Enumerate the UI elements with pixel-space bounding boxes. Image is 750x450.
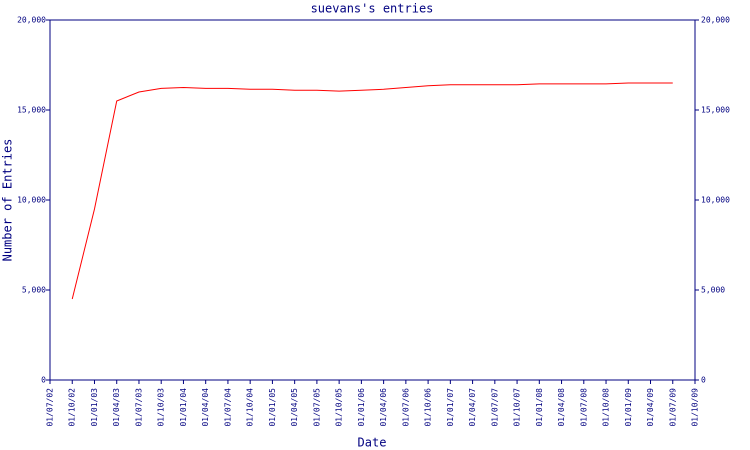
x-tick-label: 01/01/03	[90, 388, 99, 427]
x-tick-label: 01/04/03	[112, 388, 121, 427]
x-tick-label: 01/07/05	[312, 388, 321, 427]
x-tick-label: 01/07/06	[401, 388, 410, 427]
x-tick-label: 01/04/06	[379, 388, 388, 427]
y-tick-label: 15,000	[17, 106, 46, 115]
y2-tick-label: 0	[701, 376, 706, 385]
x-tick-label: 01/07/03	[134, 388, 143, 427]
x-tick-label: 01/01/04	[179, 388, 188, 427]
data-line	[71, 82, 673, 300]
y2-tick-label: 5,000	[701, 286, 725, 295]
y-tick-label: 20,000	[17, 16, 46, 25]
x-tick-label: 01/10/09	[691, 388, 700, 427]
y2-tick-label: 15,000	[701, 106, 730, 115]
y-tick-label: 5,000	[22, 286, 46, 295]
x-tick-label: 01/10/05	[335, 388, 344, 427]
x-tick-label: 01/01/08	[535, 388, 544, 427]
x-axis-label: Date	[358, 436, 387, 450]
x-tick-label: 01/10/02	[68, 388, 77, 427]
y-axis-label: Number of Entries	[1, 139, 15, 262]
x-tick-label: 01/10/06	[424, 388, 433, 427]
x-tick-label: 01/10/08	[602, 388, 611, 427]
x-tick-label: 01/01/06	[357, 388, 366, 427]
x-tick-label: 01/04/04	[201, 388, 210, 427]
x-tick-label: 01/04/07	[468, 388, 477, 427]
x-tick-label: 01/01/09	[624, 388, 633, 427]
x-tick-label: 01/07/09	[668, 388, 677, 427]
y2-tick-label: 10,000	[701, 196, 730, 205]
x-tick-label: 01/07/08	[579, 388, 588, 427]
x-tick-label: 01/07/07	[490, 388, 499, 427]
x-tick-label: 01/07/04	[223, 388, 232, 427]
x-tick-label: 01/04/09	[646, 388, 655, 427]
y-tick-label: 10,000	[17, 196, 46, 205]
x-tick-label: 01/04/05	[290, 388, 299, 427]
y2-tick-label: 20,000	[701, 16, 730, 25]
y-tick-label: 0	[41, 376, 46, 385]
x-tick-label: 01/01/07	[446, 388, 455, 427]
plot-frame	[49, 19, 696, 381]
x-tick-label: 01/10/03	[157, 388, 166, 427]
x-tick-label: 01/01/05	[268, 388, 277, 427]
x-tick-label: 01/07/02	[46, 388, 55, 427]
x-tick-label: 01/10/07	[513, 388, 522, 427]
x-tick-label: 01/10/04	[246, 388, 255, 427]
x-tick-label: 01/04/08	[557, 388, 566, 427]
chart-title: suevans's entries	[311, 2, 434, 16]
